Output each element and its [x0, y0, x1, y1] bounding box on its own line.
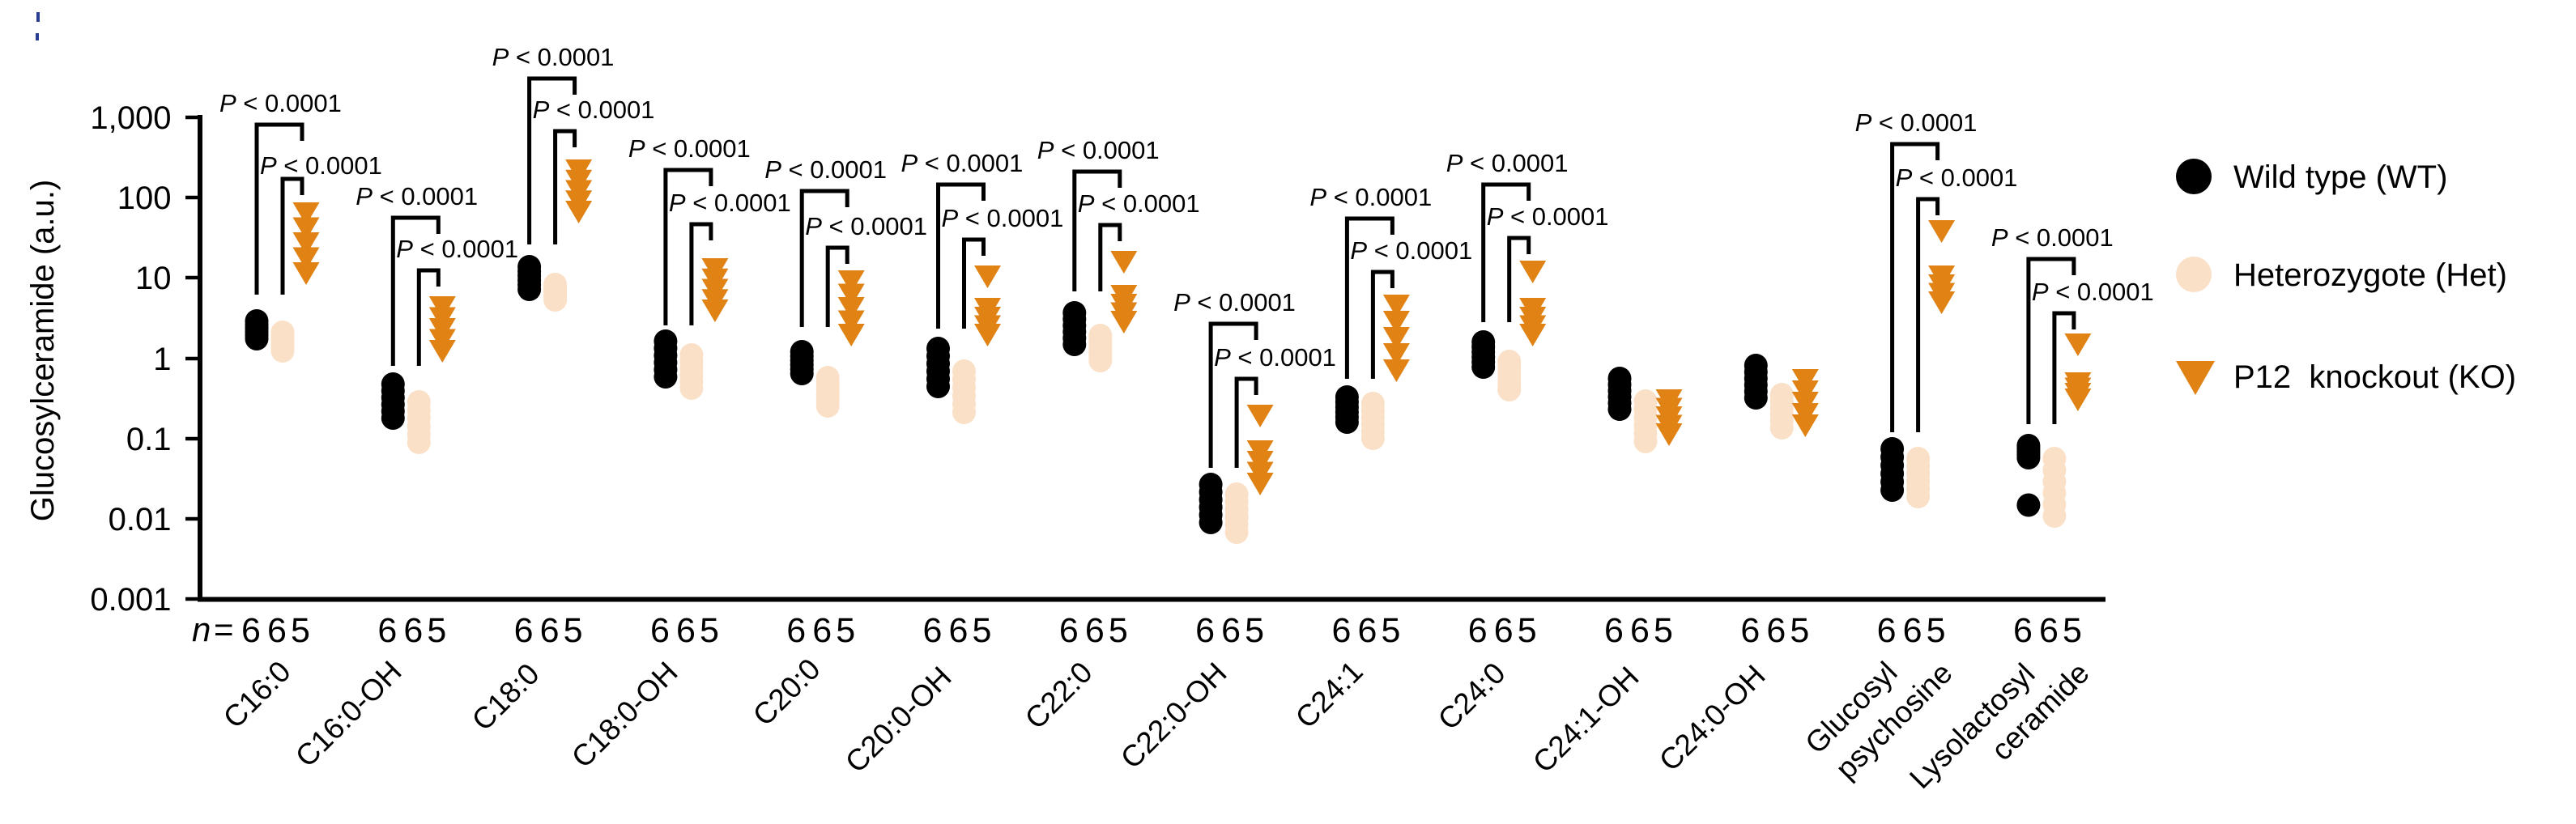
svg-text:Glucosylceramide (a.u.): Glucosylceramide (a.u.): [25, 180, 61, 521]
svg-text:6: 6: [1357, 611, 1377, 650]
svg-text:P < 0.0001: P < 0.0001: [260, 151, 382, 180]
svg-text:P < 0.0001: P < 0.0001: [1446, 149, 1569, 177]
svg-text:6: 6: [923, 611, 943, 650]
svg-text:P12 knockout (KO): P12 knockout (KO): [2233, 359, 2516, 395]
svg-text:6: 6: [1195, 611, 1215, 650]
svg-text:5: 5: [427, 611, 446, 650]
svg-text:100: 100: [117, 181, 172, 216]
svg-text:6: 6: [1494, 611, 1514, 650]
svg-text:P < 0.0001: P < 0.0001: [1078, 189, 1200, 218]
svg-text:0.001: 0.001: [90, 582, 171, 618]
svg-text:P < 0.0001: P < 0.0001: [805, 212, 927, 240]
svg-text:6: 6: [1085, 611, 1105, 650]
svg-text:Wild type (WT): Wild type (WT): [2233, 159, 2447, 195]
svg-text:6: 6: [949, 611, 969, 650]
svg-text:6: 6: [241, 611, 261, 650]
svg-text:P < 0.0001: P < 0.0001: [2032, 278, 2154, 306]
svg-text:6: 6: [1740, 611, 1760, 650]
svg-text:P < 0.0001: P < 0.0001: [1350, 236, 1472, 265]
svg-text:6: 6: [403, 611, 423, 650]
svg-text:6: 6: [650, 611, 670, 650]
svg-text:P < 0.0001: P < 0.0001: [356, 182, 478, 210]
svg-text:6: 6: [2039, 611, 2059, 650]
svg-text:P < 0.0001: P < 0.0001: [1487, 202, 1609, 231]
svg-text:6: 6: [540, 611, 560, 650]
svg-text:6: 6: [676, 611, 696, 650]
svg-text:5: 5: [1381, 611, 1400, 650]
svg-text:6: 6: [514, 611, 534, 650]
svg-text:6: 6: [1604, 611, 1624, 650]
svg-text:6: 6: [786, 611, 806, 650]
svg-text:5: 5: [1109, 611, 1128, 650]
svg-text:5: 5: [1790, 611, 1809, 650]
svg-text:P < 0.0001: P < 0.0001: [219, 89, 342, 117]
svg-text:6: 6: [1877, 611, 1897, 650]
svg-text:0.01: 0.01: [109, 502, 172, 537]
svg-text:6: 6: [1903, 611, 1922, 650]
svg-text:6: 6: [267, 611, 287, 650]
svg-text:P < 0.0001: P < 0.0001: [533, 96, 655, 124]
svg-text:6: 6: [2013, 611, 2033, 650]
svg-text:5: 5: [564, 611, 583, 650]
svg-text:P < 0.0001: P < 0.0001: [1309, 183, 1432, 211]
svg-text:5: 5: [1654, 611, 1673, 650]
svg-text:P < 0.0001: P < 0.0001: [396, 235, 518, 263]
svg-text:P < 0.0001: P < 0.0001: [628, 134, 751, 163]
svg-text:5: 5: [973, 611, 992, 650]
svg-text:5: 5: [1518, 611, 1537, 650]
svg-text:P < 0.0001: P < 0.0001: [492, 43, 615, 71]
svg-text:6: 6: [1468, 611, 1488, 650]
svg-text:P < 0.0001: P < 0.0001: [1214, 343, 1336, 372]
svg-text:6: 6: [1059, 611, 1079, 650]
svg-text:5: 5: [1927, 611, 1946, 650]
svg-text:1,000: 1,000: [90, 100, 171, 136]
svg-text:P < 0.0001: P < 0.0001: [942, 204, 1064, 232]
svg-text:P < 0.0001: P < 0.0001: [1896, 164, 2018, 192]
svg-text:6: 6: [1766, 611, 1786, 650]
svg-text:=: =: [214, 610, 234, 648]
svg-text:0.1: 0.1: [126, 422, 172, 457]
svg-text:6: 6: [377, 611, 397, 650]
svg-text:P < 0.0001: P < 0.0001: [1037, 136, 1160, 164]
svg-text:5: 5: [700, 611, 719, 650]
svg-text:6: 6: [1630, 611, 1650, 650]
svg-text:6: 6: [812, 611, 832, 650]
svg-text:1: 1: [153, 342, 171, 377]
svg-text:5: 5: [1245, 611, 1264, 650]
svg-text:6: 6: [1331, 611, 1351, 650]
svg-text:P < 0.0001: P < 0.0001: [1991, 223, 2114, 252]
svg-text:5: 5: [836, 611, 855, 650]
svg-text:P < 0.0001: P < 0.0001: [901, 149, 1024, 177]
svg-text:P < 0.0001: P < 0.0001: [1855, 108, 1978, 137]
svg-text:6: 6: [1221, 611, 1241, 650]
svg-text:P < 0.0001: P < 0.0001: [764, 155, 887, 184]
svg-text:Heterozygote (Het): Heterozygote (Het): [2233, 257, 2507, 293]
svg-text:n: n: [192, 610, 211, 648]
svg-text:5: 5: [2063, 611, 2082, 650]
svg-text:P < 0.0001: P < 0.0001: [669, 189, 791, 217]
svg-text:5: 5: [291, 611, 310, 650]
svg-text:P < 0.0001: P < 0.0001: [1173, 288, 1296, 316]
svg-text:10: 10: [135, 261, 172, 296]
